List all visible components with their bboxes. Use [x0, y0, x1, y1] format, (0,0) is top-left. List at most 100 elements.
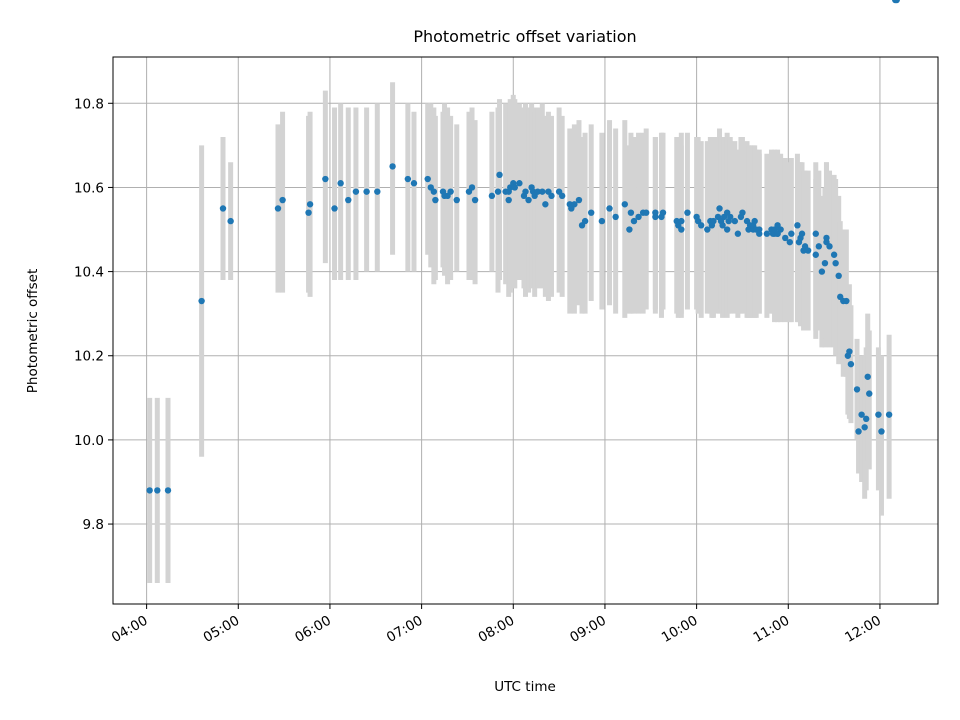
data-point — [525, 196, 532, 204]
x-tick-label: 04:00 — [109, 613, 151, 646]
data-point — [558, 192, 566, 200]
data-point — [305, 209, 312, 216]
data-point — [731, 217, 739, 225]
data-point — [704, 226, 711, 233]
data-point — [756, 230, 763, 237]
data-point — [697, 222, 705, 229]
x-axis-label: UTC time — [494, 679, 556, 695]
data-point — [522, 188, 529, 195]
data-point — [352, 188, 360, 195]
data-point — [539, 188, 546, 195]
chart-title: Photometric offset variation — [413, 27, 636, 46]
data-point — [804, 247, 812, 254]
data-point — [374, 188, 381, 195]
y-tick-label: 10.2 — [74, 349, 104, 365]
data-point — [146, 487, 153, 494]
error-bars — [147, 82, 892, 583]
data-point — [893, 0, 900, 4]
data-point — [219, 205, 227, 212]
data-point — [154, 487, 161, 494]
data-point — [710, 217, 717, 225]
data-point — [363, 188, 370, 195]
x-axis-ticks: 04:00 05:00 06:00 07:00 08:00 09:00 10:00 11:00… — [109, 604, 884, 646]
data-point — [279, 196, 286, 204]
data-point — [843, 297, 850, 305]
data-point — [723, 226, 731, 233]
data-point — [864, 373, 871, 380]
x-tick-label: 08:00 — [476, 613, 518, 646]
data-point — [875, 411, 882, 418]
data-point — [642, 209, 650, 216]
data-point — [716, 205, 723, 212]
data-point — [337, 180, 344, 187]
data-point — [575, 196, 583, 204]
data-point — [830, 251, 838, 258]
data-point — [763, 230, 771, 237]
x-tick-label: 11:00 — [751, 613, 793, 646]
data-point — [635, 213, 642, 221]
data-point — [855, 428, 862, 435]
data-point — [571, 201, 578, 208]
data-point — [345, 196, 352, 204]
data-point — [788, 230, 795, 237]
data-point — [274, 205, 282, 212]
data-point — [598, 217, 606, 225]
data-point — [306, 201, 314, 208]
x-tick-label: 09:00 — [567, 613, 609, 646]
data-point — [511, 184, 519, 191]
data-point — [626, 226, 633, 233]
data-point — [832, 259, 839, 267]
data-point — [678, 226, 685, 233]
data-point — [878, 428, 885, 435]
data-point — [164, 487, 172, 494]
data-point — [815, 243, 823, 250]
y-axis-ticks: 9.8 10.0 10.2 10.4 10.6 10.8 — [74, 96, 113, 533]
data-point — [847, 360, 855, 368]
data-point — [621, 201, 629, 208]
data-point — [516, 180, 523, 187]
data-point — [798, 230, 806, 237]
data-point — [198, 297, 205, 305]
data-point — [652, 209, 659, 216]
data-point — [862, 415, 870, 423]
x-tick-label: 06:00 — [292, 613, 334, 646]
x-tick-label: 05:00 — [201, 613, 243, 646]
data-point — [496, 171, 503, 179]
x-tick-label: 07:00 — [384, 613, 426, 646]
data-point — [782, 234, 789, 242]
y-tick-label: 10.6 — [74, 180, 104, 196]
data-point — [424, 175, 431, 183]
x-tick-label: 12:00 — [842, 613, 884, 646]
y-tick-label: 10.0 — [74, 433, 104, 449]
data-point — [885, 411, 893, 418]
data-point — [627, 209, 635, 216]
data-point — [659, 209, 667, 216]
data-point — [471, 196, 479, 204]
data-point — [866, 390, 873, 397]
data-point — [751, 217, 758, 225]
x-tick-label: 10:00 — [659, 613, 701, 646]
data-point — [861, 424, 868, 431]
data-point — [587, 209, 595, 216]
data-point — [678, 217, 685, 225]
data-point — [821, 259, 829, 267]
data-point — [505, 196, 512, 204]
y-axis-label: Photometric offset — [25, 269, 41, 393]
data-point — [447, 188, 454, 195]
data-point — [823, 234, 830, 242]
y-tick-label: 10.8 — [74, 96, 104, 112]
data-points — [146, 0, 900, 494]
data-point — [794, 222, 801, 229]
data-point — [410, 180, 418, 187]
data-point — [853, 386, 861, 393]
data-point — [606, 205, 613, 212]
data-point — [432, 196, 439, 204]
data-point — [548, 192, 555, 200]
data-point — [727, 213, 734, 221]
data-point — [322, 175, 329, 183]
data-point — [430, 188, 438, 195]
data-point — [534, 188, 541, 195]
data-point — [542, 201, 549, 208]
data-point — [389, 163, 396, 170]
